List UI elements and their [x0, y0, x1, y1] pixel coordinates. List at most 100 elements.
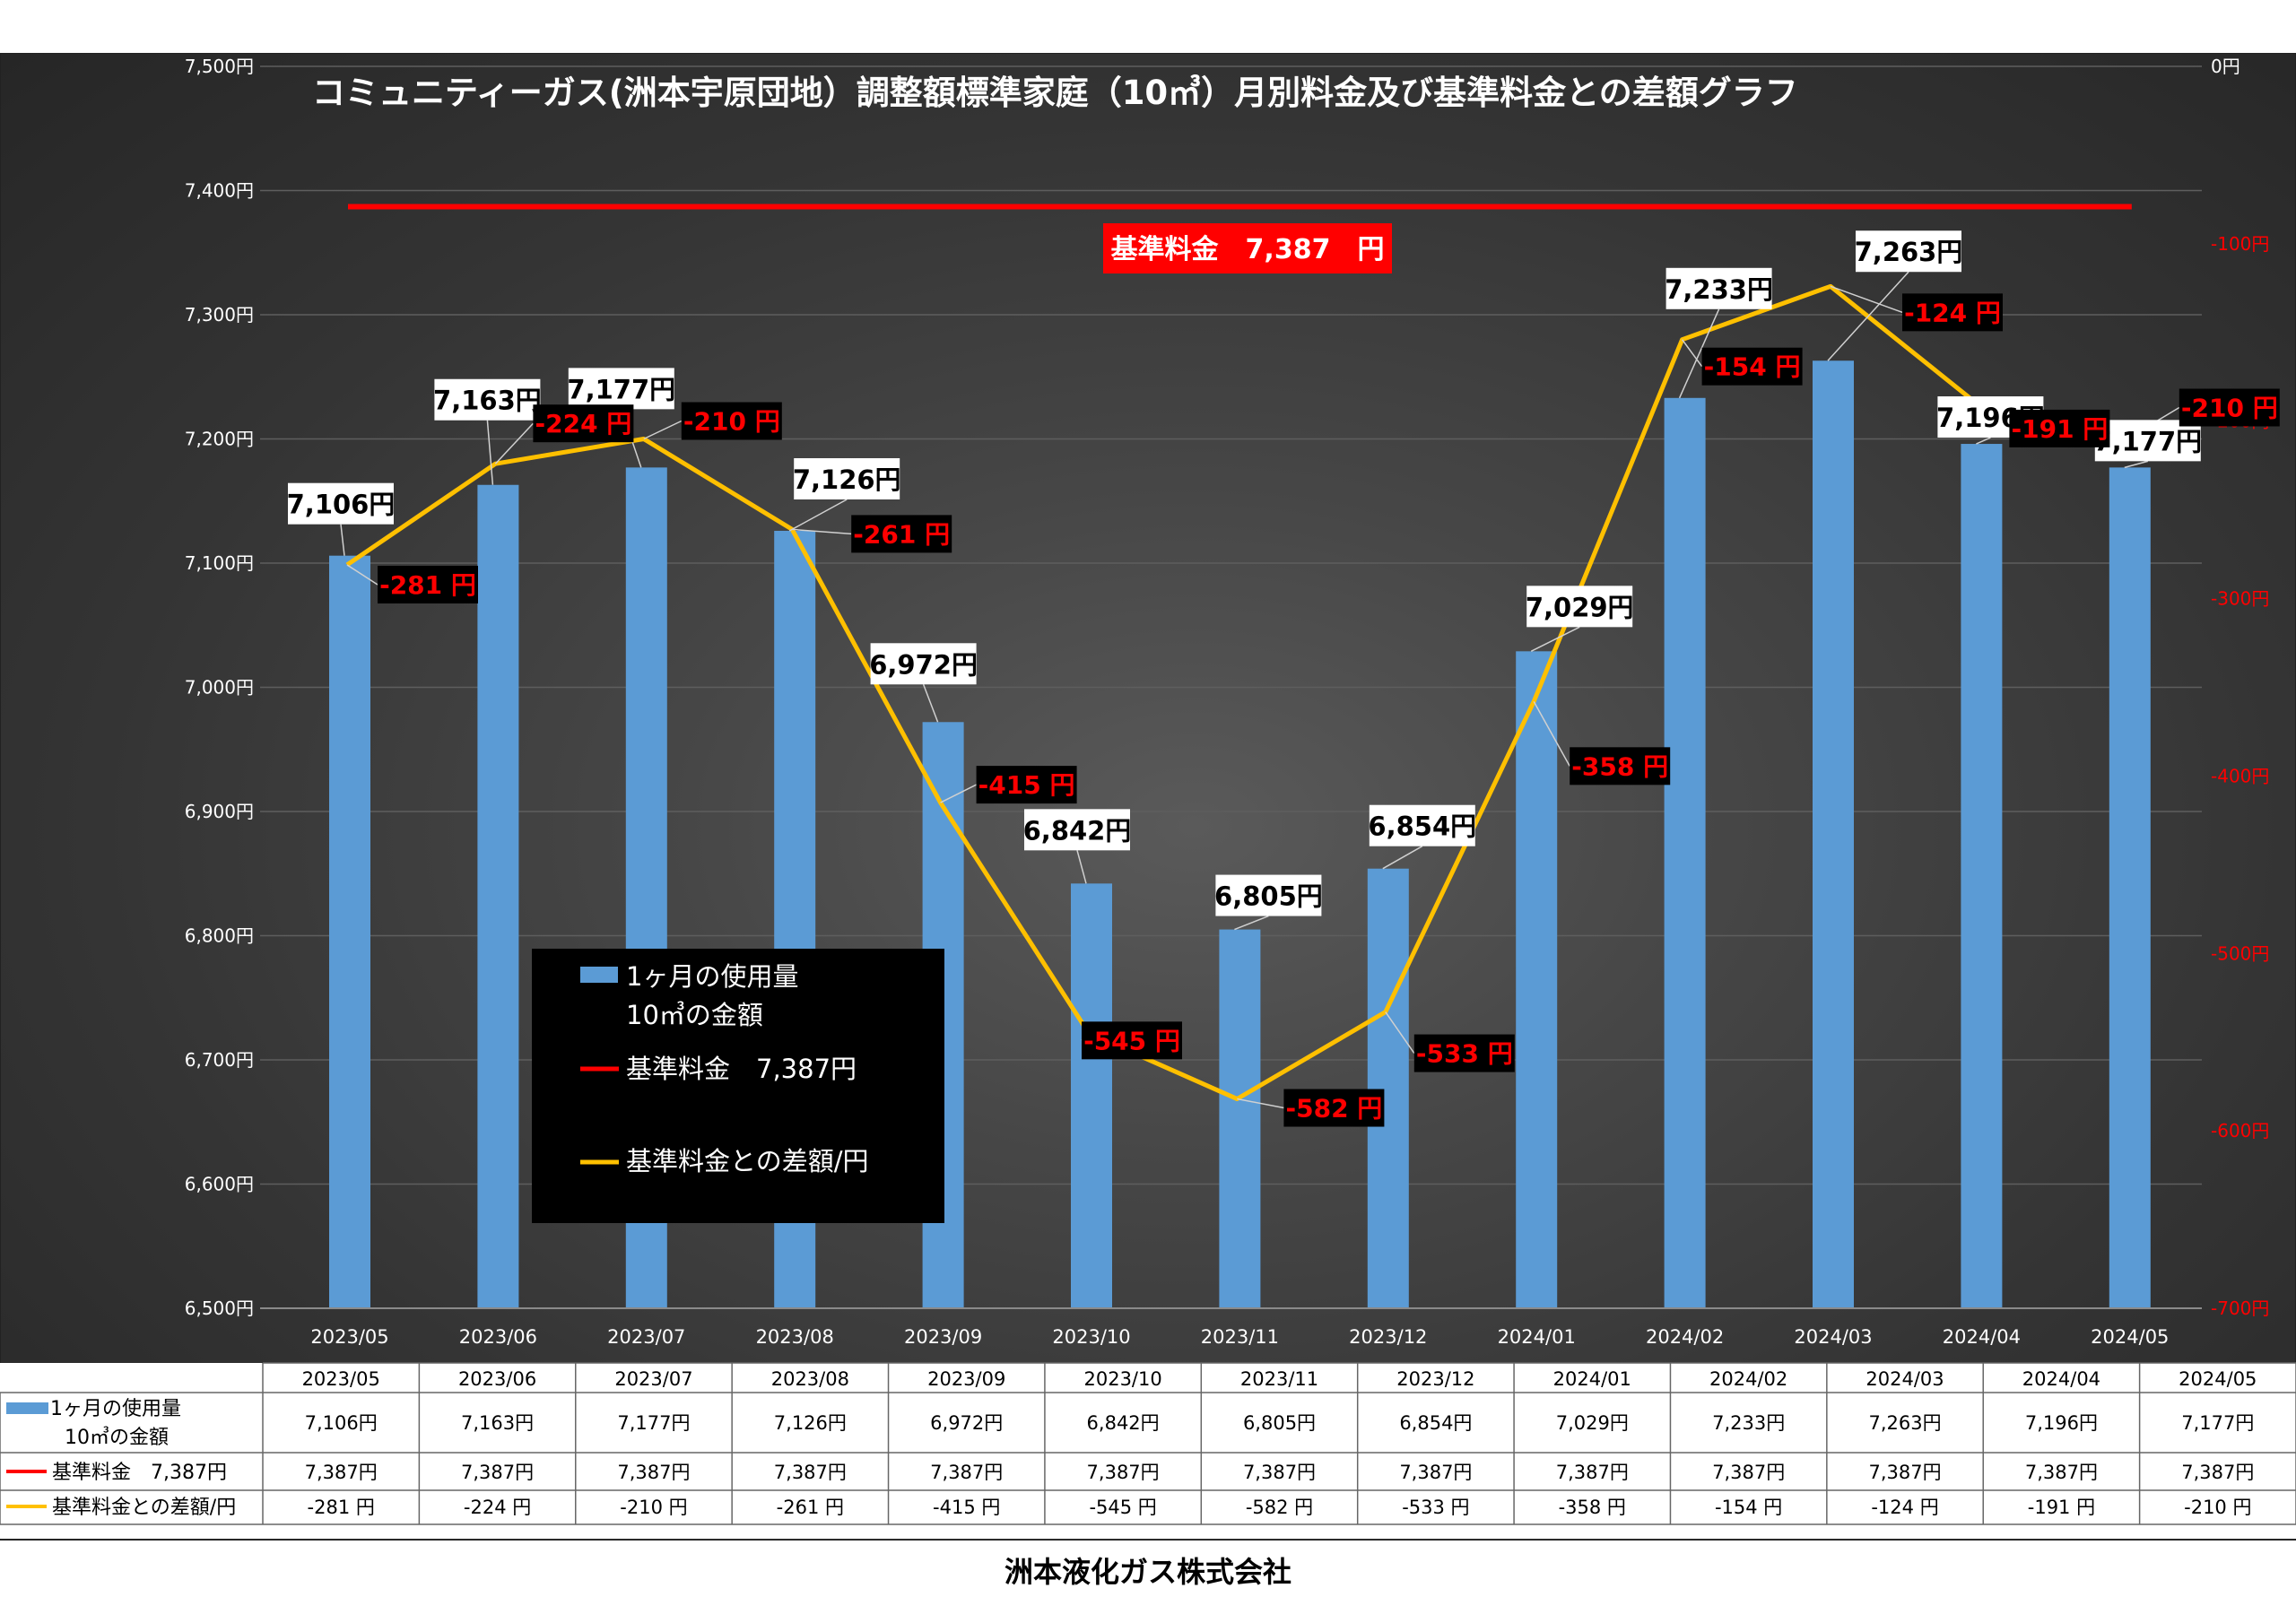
table-bar-cell: 7,177円: [2181, 1412, 2254, 1434]
table-bar-cell: 7,163円: [461, 1412, 534, 1434]
y-left-tick-label: 6,900円: [185, 801, 254, 822]
x-tick-label: 2024/05: [2091, 1326, 2169, 1348]
diff-value-label: -415 円: [978, 770, 1075, 800]
table-row-label-bar-2: 10㎥の金額: [65, 1426, 169, 1449]
x-tick-label: 2024/02: [1646, 1326, 1724, 1348]
y-right-tick-label: -700円: [2211, 1298, 2269, 1319]
table-header-cell: 2024/01: [1553, 1368, 1631, 1390]
diff-value-label: -281 円: [379, 570, 476, 600]
table-base-cell: 7,387円: [1087, 1462, 1160, 1483]
legend-base-label: 基準料金 7,387円: [626, 1054, 857, 1084]
table-base-cell: 7,387円: [1556, 1462, 1629, 1483]
table-diff-cell: -224 円: [464, 1497, 531, 1518]
table-base-cell: 7,387円: [2025, 1462, 2098, 1483]
x-tick-label: 2024/04: [1943, 1326, 2021, 1348]
diff-value-label: -533 円: [1416, 1039, 1513, 1069]
diff-label-box: [1902, 293, 2003, 332]
left-axis: 6,500円 6,600円 6,700円 6,800円 6,900円 7,000円 7,10…: [185, 56, 254, 1319]
data-table: 1ヶ月の使用量 10㎥の金額 基準料金 7,387円 基準料金との差額/円 20…: [0, 1362, 2296, 1539]
bar: [1813, 360, 1854, 1308]
x-tick-label: 2023/05: [310, 1326, 388, 1348]
bar-label-leader: [2124, 460, 2148, 469]
y-right-tick-label: -400円: [2211, 765, 2269, 786]
bar-label-leader: [1976, 437, 1991, 445]
diff-label-box: [2009, 409, 2110, 447]
diff-value-label: -358 円: [1571, 751, 1668, 781]
diff-label-box: [681, 402, 782, 440]
y-left-tick-label: 7,200円: [185, 429, 254, 450]
baseline-label: 基準料金 7,387 円: [1111, 234, 1385, 265]
bar-label-leader: [340, 524, 345, 556]
table-bar-cell: 7,263円: [1868, 1412, 1941, 1434]
diff-label-box: [1701, 347, 1803, 386]
y-right-tick-label: -100円: [2211, 233, 2269, 255]
table-bar-cell: 7,196円: [2025, 1412, 2098, 1434]
data-labels: 7,106円 7,163円 7,177円 7,126円 6,972円 6,842円 6,80…: [287, 230, 2280, 1127]
bar-label-box: [870, 643, 977, 685]
diff-label-box: [2179, 388, 2280, 427]
x-tick-label: 2024/01: [1498, 1326, 1576, 1348]
y-left-tick-label: 6,800円: [185, 925, 254, 947]
table-bar-cell: 6,842円: [1087, 1412, 1160, 1434]
table-bar-cell: 7,233円: [1712, 1412, 1785, 1434]
diff-value-label: -210 円: [683, 407, 780, 437]
bar-label-box: [568, 368, 674, 410]
bar-value-label: 6,842円: [1023, 815, 1132, 846]
table-bar-cell: 7,106円: [305, 1412, 378, 1434]
y-left-tick-label: 7,500円: [185, 56, 254, 77]
y-left-tick-label: 6,700円: [185, 1049, 254, 1071]
bars: [329, 360, 2151, 1308]
table-header-cell: 2023/12: [1396, 1368, 1474, 1390]
bar-value-label: 7,233円: [1665, 274, 1773, 305]
bar-label-leader: [1530, 626, 1580, 653]
y-right-tick-label: -300円: [2211, 588, 2269, 610]
diff-value-label: -582 円: [1285, 1094, 1382, 1124]
table-bar-cell: 6,972円: [930, 1412, 1003, 1434]
y-left-tick-label: 6,500円: [185, 1298, 254, 1319]
table-diff-cell: -533 円: [1402, 1497, 1469, 1518]
diff-value-label: -545 円: [1083, 1026, 1180, 1055]
table-header-cell: 2023/10: [1083, 1368, 1161, 1390]
table-base-cell: 7,387円: [1399, 1462, 1472, 1483]
table-base-cell: 7,387円: [1243, 1462, 1316, 1483]
diff-label-leader: [1681, 339, 1703, 368]
table-base-cell: 7,387円: [774, 1462, 847, 1483]
table-diff-cell: -210 円: [620, 1497, 687, 1518]
bar-value-label: 6,854円: [1368, 812, 1476, 842]
table-base-cell: 7,387円: [1712, 1462, 1785, 1483]
baseline-label-box: [1103, 223, 1392, 273]
legend-bar-label-2: 10㎥の金額: [626, 1000, 763, 1030]
bar-label-leader: [1827, 271, 1909, 361]
table-diff-cell: -210 円: [2184, 1497, 2251, 1518]
table-diff-cell: -191 円: [2028, 1497, 2095, 1518]
table-diff-cell: -261 円: [777, 1497, 844, 1518]
diff-label-box: [533, 404, 634, 443]
bar-value-label: 7,106円: [287, 490, 396, 520]
diff-label-leader: [940, 784, 977, 803]
bar-label-box: [2094, 420, 2201, 462]
table-header-cell: 2023/07: [614, 1368, 692, 1390]
y-left-tick-label: 7,100円: [185, 552, 254, 574]
diff-value-label: -154 円: [1704, 352, 1801, 382]
bar: [477, 484, 519, 1308]
table-row-label-bar-1: 1ヶ月の使用量: [50, 1398, 181, 1420]
table-header-cell: 2023/09: [927, 1368, 1005, 1390]
table-header-cell: 2024/05: [2179, 1368, 2257, 1390]
table-diff-cell: -582 円: [1246, 1497, 1313, 1518]
bar-value-label: 7,177円: [2093, 426, 2202, 456]
y-left-tick-label: 7,300円: [185, 304, 254, 325]
y-left-tick-label: 6,600円: [185, 1174, 254, 1195]
diff-label-leader: [1533, 700, 1570, 767]
table-base-cell: 7,387円: [930, 1462, 1003, 1483]
bar-label-leader: [1076, 850, 1087, 884]
bar-value-label: 7,177円: [567, 374, 675, 404]
diff-label-leader: [1385, 1011, 1415, 1055]
x-tick-label: 2023/08: [756, 1326, 834, 1348]
legend-diff-label: 基準料金との差額/円: [626, 1146, 868, 1176]
bar-label-box: [1856, 230, 1961, 273]
table-bar-cell: 6,805円: [1243, 1412, 1316, 1434]
table-diff-cell: -358 円: [1559, 1497, 1626, 1518]
y-right-tick-label: -500円: [2211, 942, 2269, 964]
bar-value-label: 6,805円: [1214, 881, 1323, 912]
